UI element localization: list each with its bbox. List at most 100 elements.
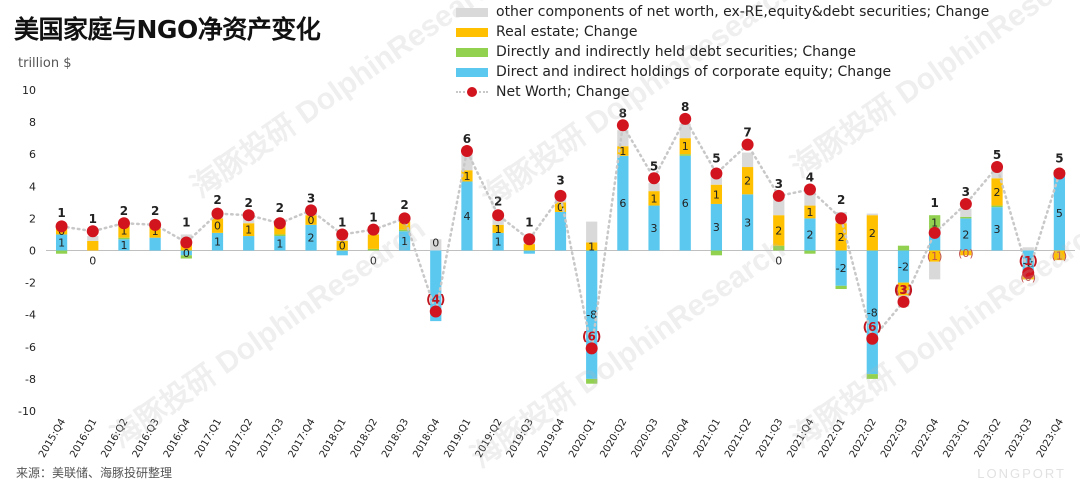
x-tick-label: 2022:Q2 [848, 417, 879, 460]
bar-segment-other [430, 239, 442, 251]
bar-segment-other [804, 189, 816, 206]
bar-segment-equity [1053, 175, 1066, 251]
bar-segment-equity [492, 232, 504, 251]
net-worth-label: (6) [863, 320, 882, 334]
bar-segment-equity [430, 250, 442, 322]
segment-label-real_estate: (1) [1052, 249, 1068, 262]
net-worth-label: (1) [1019, 254, 1038, 268]
x-tick-label: 2021:Q4 [785, 417, 816, 460]
legend-item-equity: Direct and indirect holdings of corporat… [456, 62, 989, 82]
bar-segment-equity [929, 229, 941, 251]
segment-label-equity: 0 [370, 255, 377, 268]
y-tick-label: -4 [25, 309, 36, 322]
legend-swatch-debt [456, 47, 488, 57]
bar-segment-real_estate [367, 234, 380, 249]
segment-label-equity: 2 [308, 232, 315, 245]
segment-label-equity: 1 [58, 236, 65, 249]
net-worth-label: 2 [276, 201, 284, 215]
net-worth-point [928, 226, 941, 239]
bar-segment-other [960, 208, 972, 217]
bar-segment-equity [336, 250, 348, 256]
net-worth-label: 1 [931, 196, 939, 210]
bar-segment-equity [305, 224, 317, 251]
net-worth-point [648, 172, 661, 185]
bar-segment-real_estate [929, 250, 941, 262]
x-tick-label: 2017:Q2 [224, 417, 255, 460]
bar-segment-debt [398, 229, 411, 232]
segment-label-equity: 2 [806, 228, 813, 241]
net-worth-point [585, 342, 598, 355]
bar-segment-real_estate [991, 178, 1003, 206]
segment-label-real_estate: 0 [214, 220, 221, 233]
net-worth-label: 1 [369, 211, 377, 225]
x-tick-label: 2020:Q4 [661, 417, 692, 460]
net-worth-point [1053, 167, 1066, 180]
bar-segment-equity [897, 250, 910, 283]
x-tick-label: 2022:Q4 [910, 417, 941, 460]
bar-segment-real_estate [243, 223, 255, 237]
net-worth-label: 3 [307, 191, 315, 205]
bar-segment-debt [679, 154, 691, 156]
bar-segment-debt [991, 205, 1003, 208]
segment-label-real_estate: 0 [308, 214, 315, 227]
segment-label-equity: 1 [495, 236, 502, 249]
x-tick-label: 2019:Q1 [442, 417, 473, 460]
net-worth-label: 2 [120, 204, 128, 218]
net-worth-label: 1 [525, 215, 533, 229]
segment-label-equity: 0 [775, 255, 782, 268]
net-worth-point [211, 207, 224, 220]
bar-segment-equity [866, 250, 878, 375]
x-tick-label: 2021:Q2 [723, 417, 754, 460]
x-tick-label: 2022:Q1 [817, 417, 848, 460]
net-worth-point [398, 212, 411, 225]
bar-segment-equity [586, 250, 598, 379]
segment-label-equity: 3 [713, 221, 720, 234]
segment-label-real_estate: (1) [927, 250, 943, 263]
segment-label-equity: 1 [214, 236, 221, 249]
y-tick-label: 2 [29, 212, 36, 225]
net-worth-point [492, 209, 505, 222]
x-tick-label: 2016:Q4 [162, 417, 193, 460]
net-worth-label: 4 [806, 171, 814, 185]
segment-label-equity: 4 [463, 210, 470, 223]
segment-label-equity: -8 [867, 306, 878, 319]
net-worth-point [772, 189, 785, 202]
bar-segment-equity [211, 232, 224, 251]
bar-segment-debt [929, 215, 941, 230]
y-tick-label: -10 [18, 405, 36, 418]
x-tick-label: 2016:Q3 [131, 417, 162, 460]
net-worth-label: 5 [1055, 151, 1063, 165]
bar-segment-equity [243, 236, 255, 251]
legend-label: Real estate; Change [496, 24, 638, 40]
bar-segment-debt [367, 248, 380, 251]
bar-segment-other [866, 213, 878, 216]
bar-segment-real_estate [586, 242, 598, 251]
segment-label-real_estate: 1 [152, 225, 159, 238]
bar-segment-real_estate [87, 240, 99, 251]
bar-segment-real_estate [149, 224, 161, 238]
bar-segment-equity [523, 250, 535, 254]
x-tick-label: 2018:Q1 [318, 417, 349, 460]
bar-segment-real_estate [398, 221, 411, 230]
segment-label-real_estate: 2 [994, 186, 1001, 199]
net-worth-point [367, 223, 380, 236]
net-worth-label: 2 [213, 193, 221, 207]
segment-label-equity: 3 [994, 223, 1001, 236]
net-worth-point [336, 228, 349, 241]
x-tick-label: 2018:Q2 [349, 417, 380, 460]
net-worth-point [305, 204, 318, 217]
bar-segment-equity [804, 218, 816, 251]
x-tick-label: 2019:Q3 [505, 417, 536, 460]
bar-segment-equity [835, 250, 847, 286]
bar-segment-debt [274, 234, 286, 237]
segment-label-equity: 3 [744, 216, 751, 229]
segment-label-real_estate: 1 [619, 145, 626, 158]
bar-segment-equity [617, 155, 629, 251]
bar-segment-other [1022, 247, 1034, 251]
segment-label-real_estate: 1 [713, 188, 720, 201]
bar-segment-other [617, 130, 629, 147]
bar-segment-real_estate [118, 223, 130, 238]
net-worth-label: 1 [89, 212, 97, 226]
x-tick-label: 2023:Q4 [1035, 417, 1066, 460]
